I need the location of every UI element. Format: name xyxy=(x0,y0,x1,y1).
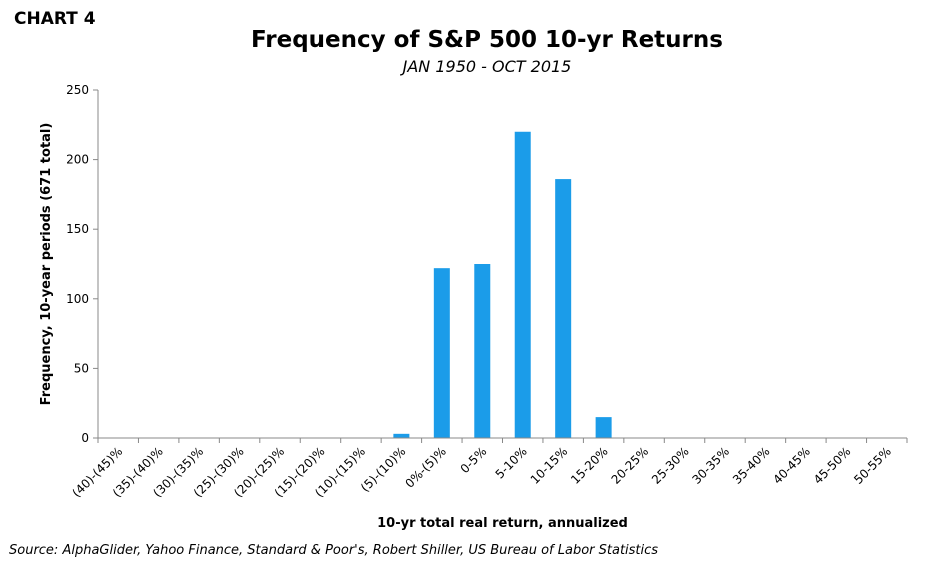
bar xyxy=(433,268,450,438)
x-axis-ticks: (40)-(45)%(35)-(40)%(30)-(35)%(25)-(30)%… xyxy=(69,438,908,500)
y-tick-label: 200 xyxy=(66,153,89,167)
x-tick-label: 20-25% xyxy=(609,444,652,487)
chart-label: CHART 4 xyxy=(14,9,96,29)
y-axis-title: Frequency, 10-year periods (671 total) xyxy=(39,123,54,406)
x-tick-label: 15-20% xyxy=(568,444,611,487)
x-tick-label: 25-30% xyxy=(649,444,692,487)
chart-subtitle: JAN 1950 - OCT 2015 xyxy=(402,57,572,76)
y-tick-label: 150 xyxy=(66,222,89,236)
y-tick-label: 0 xyxy=(81,431,89,445)
x-tick-label: 40-45% xyxy=(770,444,813,487)
x-tick-label: 50-55% xyxy=(851,444,894,487)
y-tick-label: 100 xyxy=(66,292,89,306)
bar xyxy=(514,131,531,438)
bar xyxy=(555,179,572,438)
x-tick-label: 45-50% xyxy=(811,444,854,487)
x-tick-label: 5-10% xyxy=(493,444,530,481)
y-tick-label: 50 xyxy=(74,361,89,375)
x-tick-label: 30-35% xyxy=(689,444,732,487)
source-note: Source: AlphaGlider, Yahoo Finance, Stan… xyxy=(9,543,659,558)
chart-title: Frequency of S&P 500 10-yr Returns xyxy=(251,27,723,53)
bars xyxy=(393,131,612,438)
bar xyxy=(595,417,612,438)
x-tick-label: 0-5% xyxy=(458,444,490,476)
y-axis-ticks: 0 50 100 150 200 250 xyxy=(66,83,98,445)
x-tick-label: 0%-(5)% xyxy=(402,444,449,491)
bar xyxy=(393,433,410,438)
x-tick-label: 10-15% xyxy=(528,444,571,487)
x-tick-label: 35-40% xyxy=(730,444,773,487)
y-tick-label: 250 xyxy=(66,83,89,97)
x-axis-title: 10-yr total real return, annualized xyxy=(377,516,628,531)
bar xyxy=(474,264,491,438)
